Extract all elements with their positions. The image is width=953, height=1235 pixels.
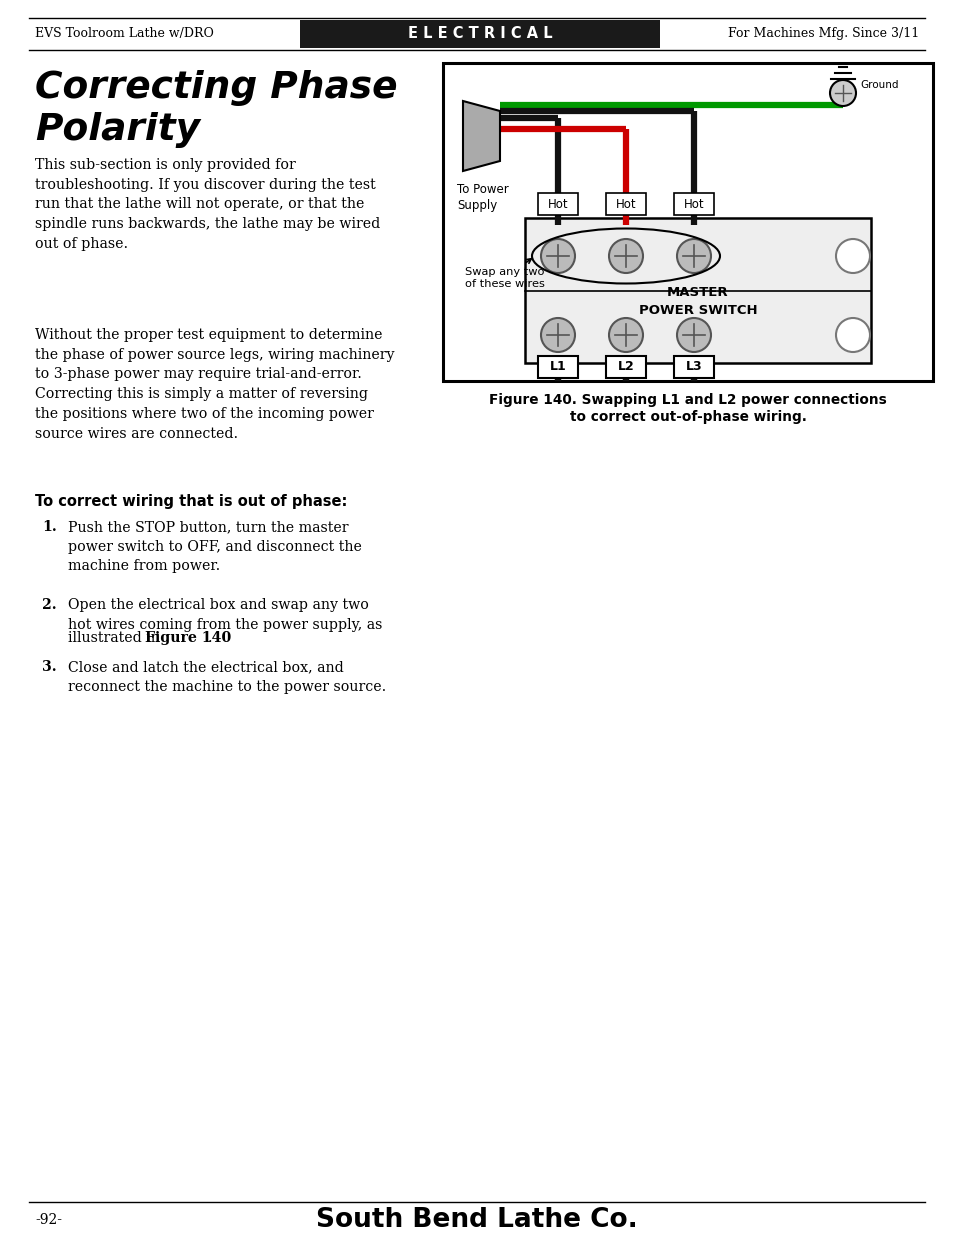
- Text: .: .: [208, 631, 213, 645]
- Text: Open the electrical box and swap any two
hot wires coming from the power supply,: Open the electrical box and swap any two…: [68, 598, 382, 632]
- Text: Without the proper test equipment to determine
the phase of power source legs, w: Without the proper test equipment to det…: [35, 329, 395, 441]
- Text: Figure 140: Figure 140: [145, 631, 231, 645]
- Circle shape: [608, 317, 642, 352]
- Text: EVS Toolroom Lathe w/DRO: EVS Toolroom Lathe w/DRO: [35, 27, 213, 41]
- Bar: [673, 193, 713, 215]
- Text: Ground: Ground: [859, 80, 898, 90]
- Text: L2: L2: [617, 361, 634, 373]
- Text: This sub-section is only provided for
troubleshooting. If you discover during th: This sub-section is only provided for tr…: [35, 158, 380, 251]
- Text: L3: L3: [685, 361, 701, 373]
- Bar: [537, 193, 578, 215]
- Text: L1: L1: [549, 361, 566, 373]
- Text: To Power
Supply: To Power Supply: [456, 183, 508, 212]
- Bar: [605, 193, 645, 215]
- Text: South Bend Lathe Co.: South Bend Lathe Co.: [315, 1207, 638, 1233]
- Text: Hot: Hot: [683, 198, 703, 210]
- Text: Hot: Hot: [547, 198, 568, 210]
- Circle shape: [829, 80, 855, 106]
- Bar: [673, 356, 713, 378]
- Text: -92-: -92-: [35, 1213, 62, 1228]
- Text: Swap any two
of these wires: Swap any two of these wires: [464, 259, 544, 289]
- Text: illustrated in: illustrated in: [68, 631, 164, 645]
- Circle shape: [835, 240, 869, 273]
- Circle shape: [677, 317, 710, 352]
- Text: 3.: 3.: [42, 659, 56, 674]
- Text: POWER SWITCH: POWER SWITCH: [638, 305, 757, 317]
- Bar: [299, 20, 659, 48]
- Text: Correcting Phase: Correcting Phase: [35, 70, 397, 106]
- Bar: [605, 356, 645, 378]
- Circle shape: [540, 240, 575, 273]
- Text: For Machines Mfg. Since 3/11: For Machines Mfg. Since 3/11: [727, 27, 918, 41]
- Bar: [442, 63, 932, 382]
- Circle shape: [835, 317, 869, 352]
- Text: Polarity: Polarity: [35, 112, 200, 148]
- Text: 1.: 1.: [42, 520, 56, 534]
- Circle shape: [608, 240, 642, 273]
- Circle shape: [677, 240, 710, 273]
- Text: 2.: 2.: [42, 598, 56, 613]
- Text: MASTER: MASTER: [666, 287, 728, 300]
- Text: Figure 140. Swapping L1 and L2 power connections: Figure 140. Swapping L1 and L2 power con…: [489, 393, 886, 408]
- Text: To correct wiring that is out of phase:: To correct wiring that is out of phase:: [35, 494, 347, 509]
- Text: Close and latch the electrical box, and
reconnect the machine to the power sourc: Close and latch the electrical box, and …: [68, 659, 386, 694]
- Circle shape: [540, 317, 575, 352]
- Text: E L E C T R I C A L: E L E C T R I C A L: [407, 26, 552, 42]
- Text: Hot: Hot: [615, 198, 636, 210]
- Polygon shape: [462, 101, 499, 170]
- Text: Push the STOP button, turn the master
power switch to OFF, and disconnect the
ma: Push the STOP button, turn the master po…: [68, 520, 361, 573]
- Bar: [524, 219, 870, 363]
- Text: to correct out-of-phase wiring.: to correct out-of-phase wiring.: [569, 410, 805, 424]
- Bar: [537, 356, 578, 378]
